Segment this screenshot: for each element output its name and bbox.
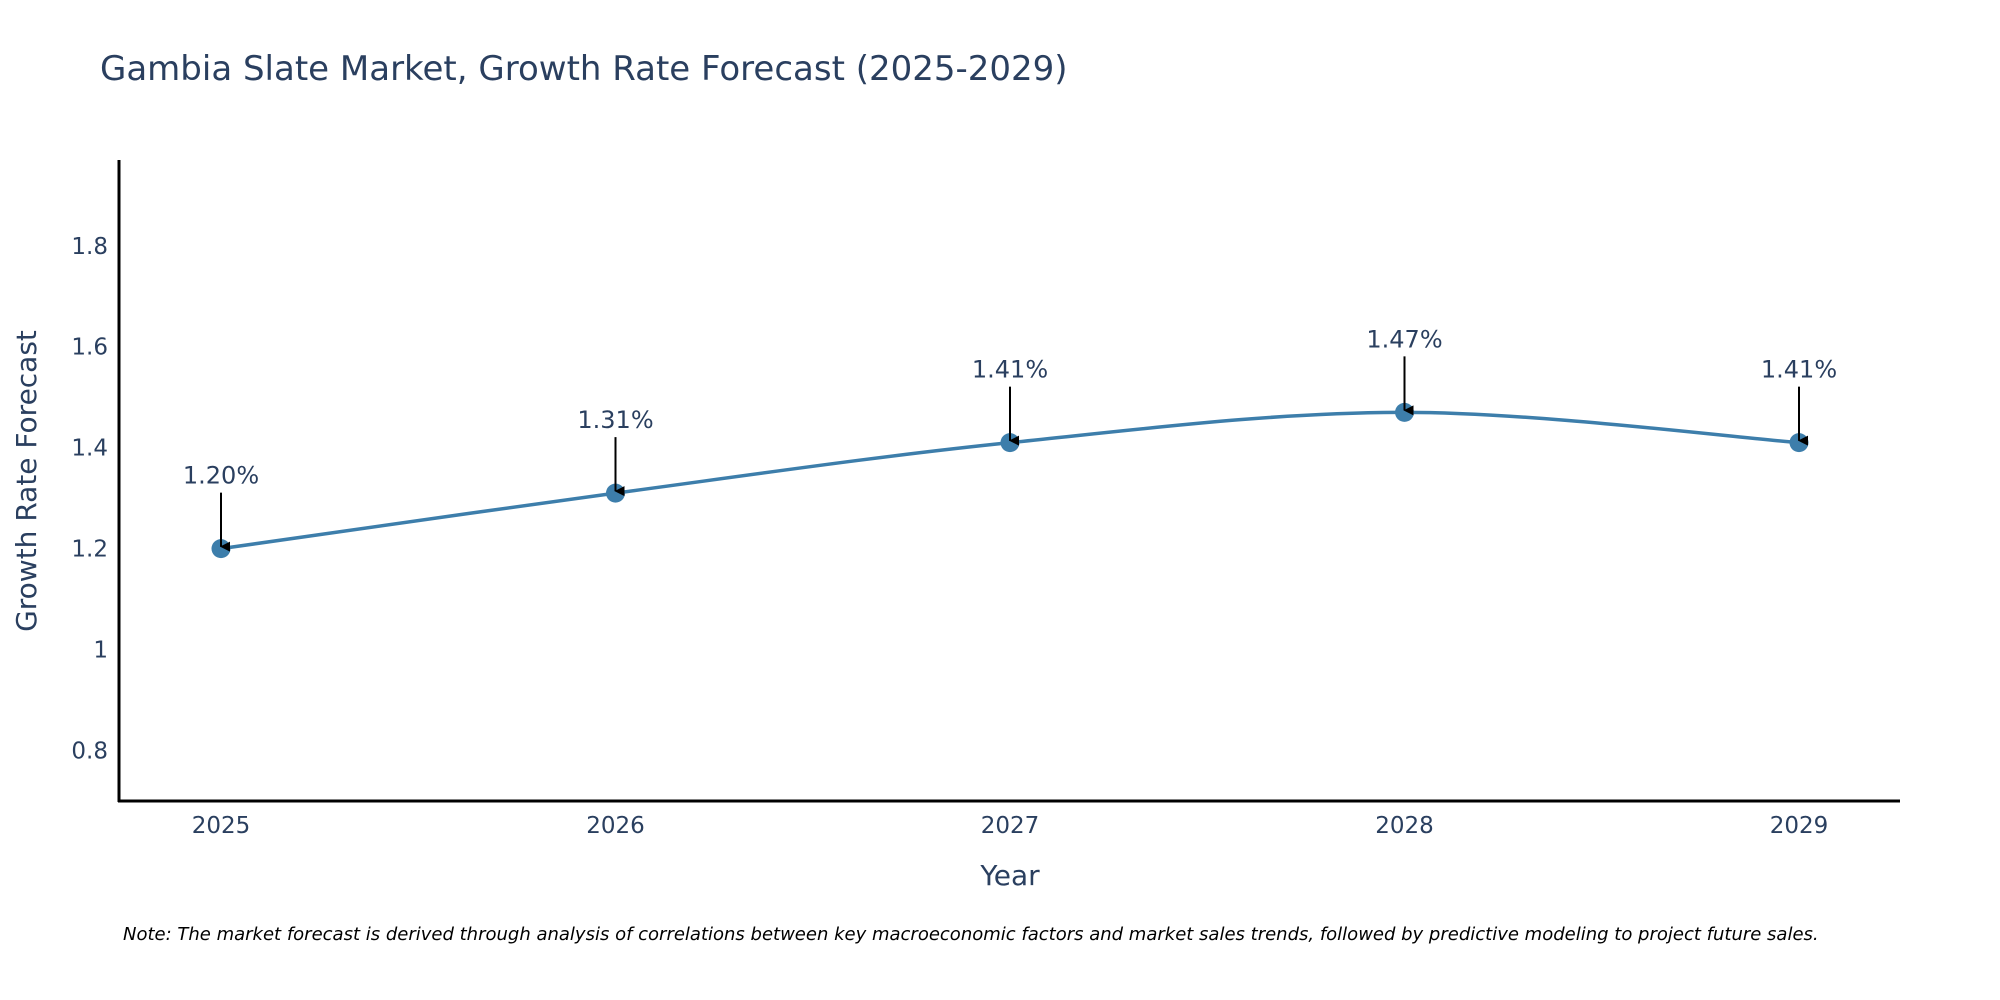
x-axis-ticks: 2025 2026 2027 2028 2029: [192, 813, 1829, 839]
x-axis-title: Year: [979, 859, 1040, 892]
x-tick-label: 2029: [1770, 813, 1829, 839]
y-axis-ticks: 0.8 1 1.2 1.4 1.6 1.8: [71, 234, 108, 765]
footnote: Note: The market forecast is derived thr…: [123, 924, 1819, 945]
data-label: 1.20%: [183, 462, 259, 490]
data-label: 1.47%: [1366, 325, 1442, 353]
y-tick-label: 1.2: [71, 537, 108, 563]
x-tick-label: 2025: [192, 813, 251, 839]
x-tick-label: 2027: [981, 813, 1040, 839]
data-label: 1.41%: [1761, 356, 1837, 384]
y-tick-label: 1: [93, 638, 108, 664]
y-tick-label: 0.8: [71, 739, 108, 765]
data-label: 1.31%: [577, 406, 653, 434]
y-tick-label: 1.8: [71, 234, 108, 260]
x-tick-label: 2026: [586, 813, 645, 839]
y-axis-title: Growth Rate Forecast: [10, 330, 43, 632]
y-tick-label: 1.6: [71, 335, 108, 361]
y-tick-label: 1.4: [71, 436, 108, 462]
x-tick-label: 2028: [1375, 813, 1434, 839]
chart-title: Gambia Slate Market, Growth Rate Forecas…: [100, 49, 1068, 89]
data-label: 1.41%: [972, 356, 1048, 384]
data-annotations: 1.20% 1.31% 1.41% 1.47% 1.41%: [183, 325, 1837, 552]
